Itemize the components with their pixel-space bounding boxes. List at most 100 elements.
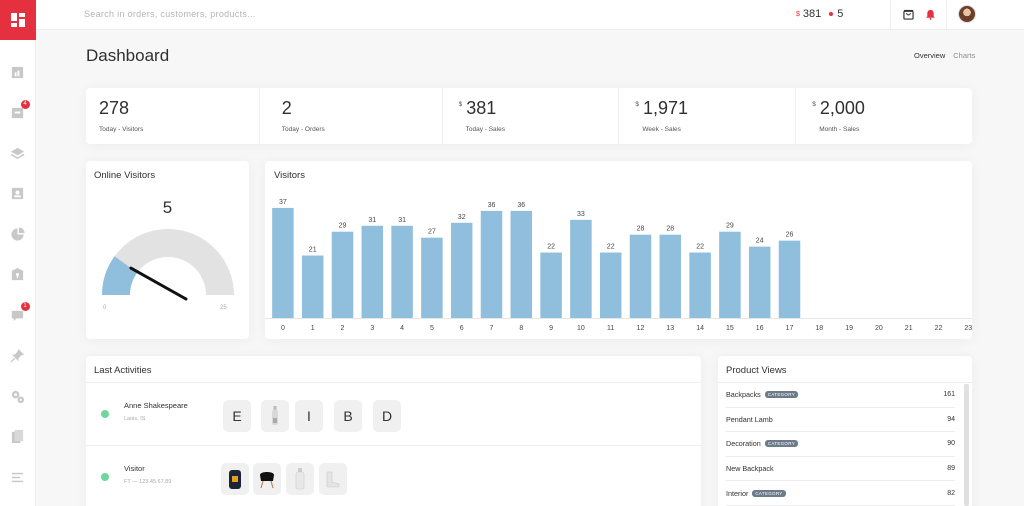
sidebar-item-analytics[interactable] <box>0 214 36 255</box>
currency-symbol: $ <box>458 101 463 108</box>
product-tile-shoes[interactable] <box>319 463 347 495</box>
x-tick-label: 18 <box>815 325 823 332</box>
category-tag: CATEGORY <box>764 391 799 399</box>
bar-value-label: 31 <box>398 217 406 224</box>
sidebar-item-messages[interactable]: 1 <box>0 295 36 336</box>
bar[interactable] <box>689 252 711 318</box>
bar[interactable] <box>421 237 443 318</box>
x-tick-label: 9 <box>549 325 553 332</box>
list-item[interactable]: New Backpack 89 <box>726 457 955 482</box>
user-avatar[interactable] <box>958 5 976 23</box>
top-orders-value: 5 <box>837 8 844 20</box>
product-tile[interactable]: D <box>373 400 401 432</box>
bar[interactable] <box>778 240 801 318</box>
bar[interactable] <box>391 225 413 318</box>
bar[interactable] <box>361 225 384 318</box>
gauge-needle <box>129 266 188 301</box>
sidebar-item-layers[interactable] <box>0 133 36 174</box>
card-title: Online Visitors <box>94 170 156 181</box>
list-item[interactable]: Pendant Lamb 94 <box>726 408 955 433</box>
logo[interactable] <box>0 0 36 40</box>
stat-value: 2,000 <box>819 98 865 118</box>
bar[interactable] <box>748 246 771 318</box>
bar[interactable] <box>599 252 622 318</box>
product-tile-chair[interactable] <box>253 463 281 495</box>
card-title: Last Activities <box>94 365 152 376</box>
search-input[interactable] <box>84 9 384 19</box>
product-views-scrollbar[interactable] <box>964 384 969 506</box>
product-tile[interactable]: B <box>334 400 362 432</box>
sidebar-item-menu[interactable] <box>0 457 36 498</box>
sidebar-item-pinned[interactable] <box>0 336 36 377</box>
sidebar-item-security[interactable] <box>0 255 36 296</box>
bar[interactable] <box>540 252 562 318</box>
list-item[interactable]: Decoration CATEGORY 90 <box>726 432 955 457</box>
pages-icon <box>11 430 24 444</box>
activity-item[interactable]: Anne Shakespeare Laois, IS E I B D <box>86 383 701 445</box>
tab-charts[interactable]: Charts <box>953 51 976 60</box>
stat-today-visitors: 278 Today - Visitors <box>86 88 260 144</box>
bar[interactable] <box>301 255 324 318</box>
bar[interactable] <box>450 222 473 318</box>
top-stats[interactable]: $ 381 5 <box>796 8 843 20</box>
topbar-divider <box>946 0 947 30</box>
shop-button[interactable] <box>902 8 915 21</box>
x-tick-label: 16 <box>756 325 764 332</box>
visitors-chart-card: Visitors 37 0 21 1 29 2 31 3 31 4 27 5 32 6 36 7 36 8 22 9 3… <box>265 161 972 339</box>
sidebar-item-pages[interactable] <box>0 417 36 458</box>
online-visitors-card: Online Visitors 5 0 25 <box>86 161 249 339</box>
sidebar-item-customers[interactable] <box>0 174 36 215</box>
sidebar-item-settings[interactable] <box>0 376 36 417</box>
messages-badge: 1 <box>20 302 30 311</box>
bottle-icon <box>272 406 278 425</box>
bar[interactable] <box>510 210 533 318</box>
list-item[interactable]: Backpacks CATEGORY 161 <box>726 383 955 408</box>
bar[interactable] <box>570 219 592 318</box>
product-tile-bottle[interactable] <box>286 463 314 495</box>
product-views-list: Backpacks CATEGORY 161 Pendant Lamb 94 De… <box>726 383 955 506</box>
x-tick-label: 7 <box>490 325 494 332</box>
tab-overview[interactable]: Overview <box>914 51 946 60</box>
bar-value-label: 31 <box>368 217 376 224</box>
online-status-icon <box>101 410 109 418</box>
x-tick-label: 4 <box>400 325 404 332</box>
product-name: Backpacks <box>726 390 761 400</box>
bar-value-label: 22 <box>607 244 615 251</box>
bar[interactable] <box>719 231 741 318</box>
product-tile[interactable]: I <box>295 400 323 432</box>
bar[interactable] <box>480 210 503 318</box>
bar[interactable] <box>629 234 652 318</box>
x-tick-label: 21 <box>905 325 913 332</box>
x-tick-label: 17 <box>786 325 794 332</box>
notifications-button[interactable] <box>924 8 937 21</box>
bar[interactable] <box>272 207 294 318</box>
view-count: 94 <box>947 415 955 423</box>
stat-label: Week - Sales <box>642 126 681 133</box>
activity-name: Anne Shakespeare <box>124 401 188 410</box>
chair-icon <box>260 472 274 489</box>
view-count: 82 <box>947 489 955 497</box>
sidebar-item-orders[interactable]: 4 <box>0 93 36 134</box>
sidebar-item-reports[interactable] <box>0 52 36 93</box>
stat-today-orders: 2 Today - Orders <box>260 88 443 144</box>
bar[interactable] <box>659 234 682 318</box>
stat-week-sales: $1,971 Week - Sales <box>619 88 797 144</box>
product-tile-backpack[interactable] <box>221 463 249 495</box>
stat-value: 381 <box>466 98 497 118</box>
stat-value: 278 <box>99 98 130 118</box>
dashboard-logo-icon <box>11 13 25 27</box>
x-tick-label: 5 <box>430 325 434 332</box>
list-item[interactable]: Interior CATEGORY 82 <box>726 481 955 506</box>
stat-month-sales: $2,000 Month - Sales <box>796 88 972 144</box>
product-tile-bottle[interactable] <box>261 400 289 432</box>
category-tag: CATEGORY <box>764 440 799 448</box>
product-tile[interactable]: E <box>223 400 251 432</box>
currency-symbol: $ <box>812 101 816 108</box>
orders-badge: 4 <box>20 99 30 109</box>
orders-dot-icon <box>829 12 834 16</box>
activity-item[interactable]: Visitor FT — 123.45.67.89 <box>86 445 701 506</box>
x-tick-label: 6 <box>460 325 464 332</box>
layers-icon <box>10 147 25 159</box>
divider <box>86 382 701 383</box>
bar[interactable] <box>331 231 354 318</box>
